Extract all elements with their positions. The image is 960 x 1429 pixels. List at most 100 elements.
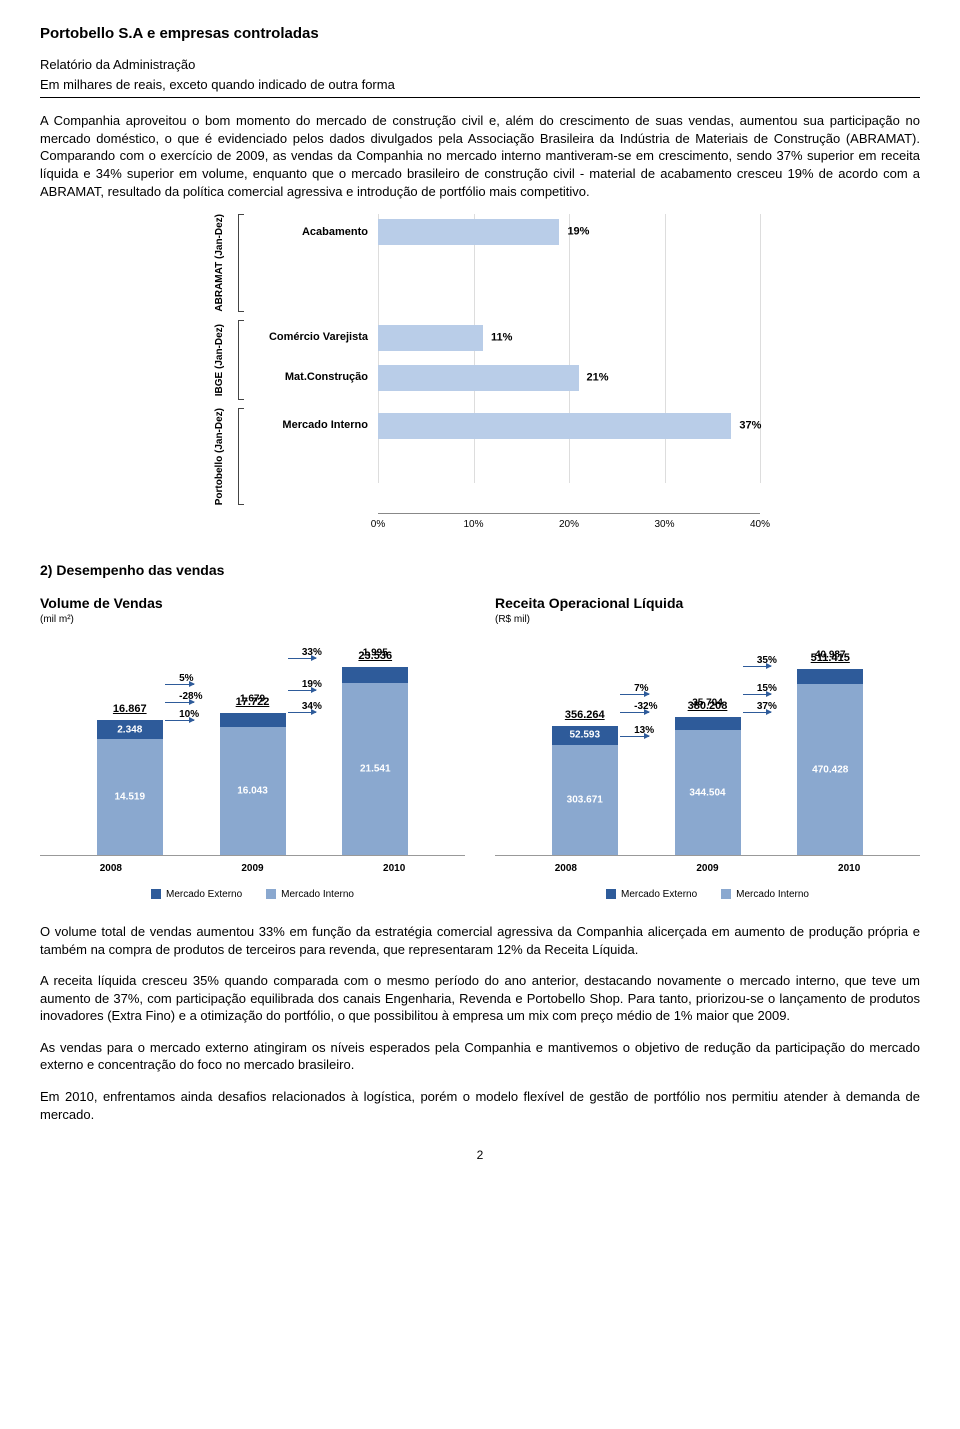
receita-years: 2008 2009 2010 — [495, 862, 920, 876]
legend-swatch — [606, 889, 616, 899]
stacked-segment: 2.348 — [97, 720, 163, 739]
legend-item: Mercado Externo — [606, 888, 697, 902]
stacked-bar: 356.26452.593303.671 — [552, 726, 618, 856]
hbar-category-label: Acabamento — [248, 214, 378, 250]
paragraph-4: As vendas para o mercado externo atingir… — [40, 1039, 920, 1074]
arrow-icon — [743, 712, 772, 713]
hbar-bar: 19% — [378, 219, 559, 245]
year-label: 2008 — [555, 862, 577, 876]
report-title: Relatório da Administração — [40, 56, 920, 74]
segment-value-label: 1.679 — [220, 693, 286, 707]
arrow-icon — [288, 658, 317, 659]
stacked-segment: 470.428 — [797, 684, 863, 855]
legend-swatch — [151, 889, 161, 899]
segment-value-label: 303.671 — [552, 793, 618, 807]
stacked-bar: 380.20835.704344.504 — [675, 717, 741, 855]
arrow-icon — [288, 690, 317, 691]
stacked-segment: 16.043 — [220, 727, 286, 855]
arrow-icon — [620, 694, 649, 695]
hbar-category-label: Mat.Construção — [248, 360, 378, 396]
arrow-icon — [165, 720, 194, 721]
segment-value-label: 21.541 — [342, 762, 408, 776]
volume-subtitle: (mil m²) — [40, 613, 465, 627]
hbar-category-label: Mercado Interno — [248, 408, 378, 444]
segment-value-label: 52.593 — [552, 728, 618, 742]
paragraph-2: O volume total de vendas aumentou 33% em… — [40, 923, 920, 958]
year-label: 2009 — [696, 862, 718, 876]
segment-value-label: 40.987 — [797, 648, 863, 662]
legend-item: Mercado Externo — [151, 888, 242, 902]
stacked-segment: 1.995 — [342, 667, 408, 683]
bar-total-label: 16.867 — [97, 702, 163, 717]
legend-item: Mercado Interno — [266, 888, 354, 902]
hbar-group-label: IBGE (Jan-Dez) — [214, 324, 225, 396]
arrow-icon — [620, 736, 649, 737]
hbar-tick-label: 20% — [559, 514, 579, 532]
hbar-group-label: Portobello (Jan-Dez) — [214, 408, 225, 505]
stacked-segment: 40.987 — [797, 669, 863, 684]
paragraph-3: A receita líquida cresceu 35% quando com… — [40, 972, 920, 1025]
segment-value-label: 14.519 — [97, 790, 163, 804]
intro-paragraph: A Companhia aproveitou o bom momento do … — [40, 112, 920, 200]
segment-value-label: 16.043 — [220, 784, 286, 798]
arrow-icon — [743, 666, 772, 667]
stacked-bar: 511.41540.987470.428 — [797, 669, 863, 855]
legend-item: Mercado Interno — [721, 888, 809, 902]
stacked-segment: 1.679 — [220, 713, 286, 726]
receita-legend: Mercado Externo Mercado Interno — [495, 888, 920, 902]
company-name: Portobello S.A e empresas controladas — [40, 24, 920, 44]
segment-value-label: 2.348 — [97, 723, 163, 737]
legend-label: Mercado Externo — [621, 888, 697, 902]
year-label: 2010 — [383, 862, 405, 876]
year-label: 2008 — [100, 862, 122, 876]
year-label: 2009 — [241, 862, 263, 876]
segment-value-label: 470.428 — [797, 763, 863, 777]
stacked-segment: 35.704 — [675, 717, 741, 730]
arrow-icon — [165, 702, 194, 703]
report-units: Em milhares de reais, exceto quando indi… — [40, 76, 920, 99]
arrow-icon — [620, 712, 649, 713]
legend-label: Mercado Externo — [166, 888, 242, 902]
hbar-value-label: 19% — [567, 225, 589, 240]
receita-subtitle: (R$ mil) — [495, 613, 920, 627]
legend-label: Mercado Interno — [736, 888, 809, 902]
arrow-icon — [743, 694, 772, 695]
arrow-icon — [288, 712, 317, 713]
hbar-value-label: 21% — [587, 370, 609, 385]
hbar-group-label: ABRAMAT (Jan-Dez) — [214, 214, 225, 312]
hbar-bar: 11% — [378, 325, 483, 351]
volume-title: Volume de Vendas — [40, 594, 465, 613]
stacked-segment: 344.504 — [675, 730, 741, 855]
legend-swatch — [266, 889, 276, 899]
hbar-chart: ABRAMAT (Jan-Dez)Acabamento19%IBGE (Jan-… — [200, 214, 760, 543]
receita-chart-block: Receita Operacional Líquida (R$ mil) 356… — [495, 594, 920, 901]
stacked-segment: 21.541 — [342, 683, 408, 855]
segment-value-label: 1.995 — [342, 646, 408, 660]
hbar-value-label: 11% — [491, 330, 512, 345]
hbar-tick-label: 10% — [463, 514, 483, 532]
hbar-tick-label: 30% — [654, 514, 674, 532]
stacked-segment: 303.671 — [552, 745, 618, 855]
year-label: 2010 — [838, 862, 860, 876]
hbar-category-label: Comércio Varejista — [248, 320, 378, 356]
arrow-icon — [165, 684, 194, 685]
volume-years: 2008 2009 2010 — [40, 862, 465, 876]
hbar-tick-label: 40% — [750, 514, 770, 532]
section-2-heading: 2) Desempenho das vendas — [40, 561, 920, 580]
segment-value-label: 35.704 — [675, 696, 741, 710]
volume-chart-block: Volume de Vendas (mil m²) 16.867 2.348 14.… — [40, 594, 465, 901]
legend-label: Mercado Interno — [281, 888, 354, 902]
stacked-bar: 17.7221.67916.043 — [220, 713, 286, 855]
paragraph-5: Em 2010, enfrentamos ainda desafios rela… — [40, 1088, 920, 1123]
hbar-tick-label: 0% — [371, 514, 385, 532]
stacked-segment: 52.593 — [552, 726, 618, 745]
segment-value-label: 344.504 — [675, 786, 741, 800]
stacked-segment: 14.519 — [97, 739, 163, 855]
hbar-bar: 37% — [378, 413, 731, 439]
receita-chart: 356.26452.593303.671380.20835.704344.504… — [495, 636, 920, 856]
hbar-value-label: 37% — [739, 418, 761, 433]
hbar-bar: 21% — [378, 365, 579, 391]
volume-chart: 16.8672.34814.51917.7221.67916.04323.536… — [40, 636, 465, 856]
stacked-bar: 23.5361.99521.541 — [342, 667, 408, 855]
page-number: 2 — [40, 1147, 920, 1163]
